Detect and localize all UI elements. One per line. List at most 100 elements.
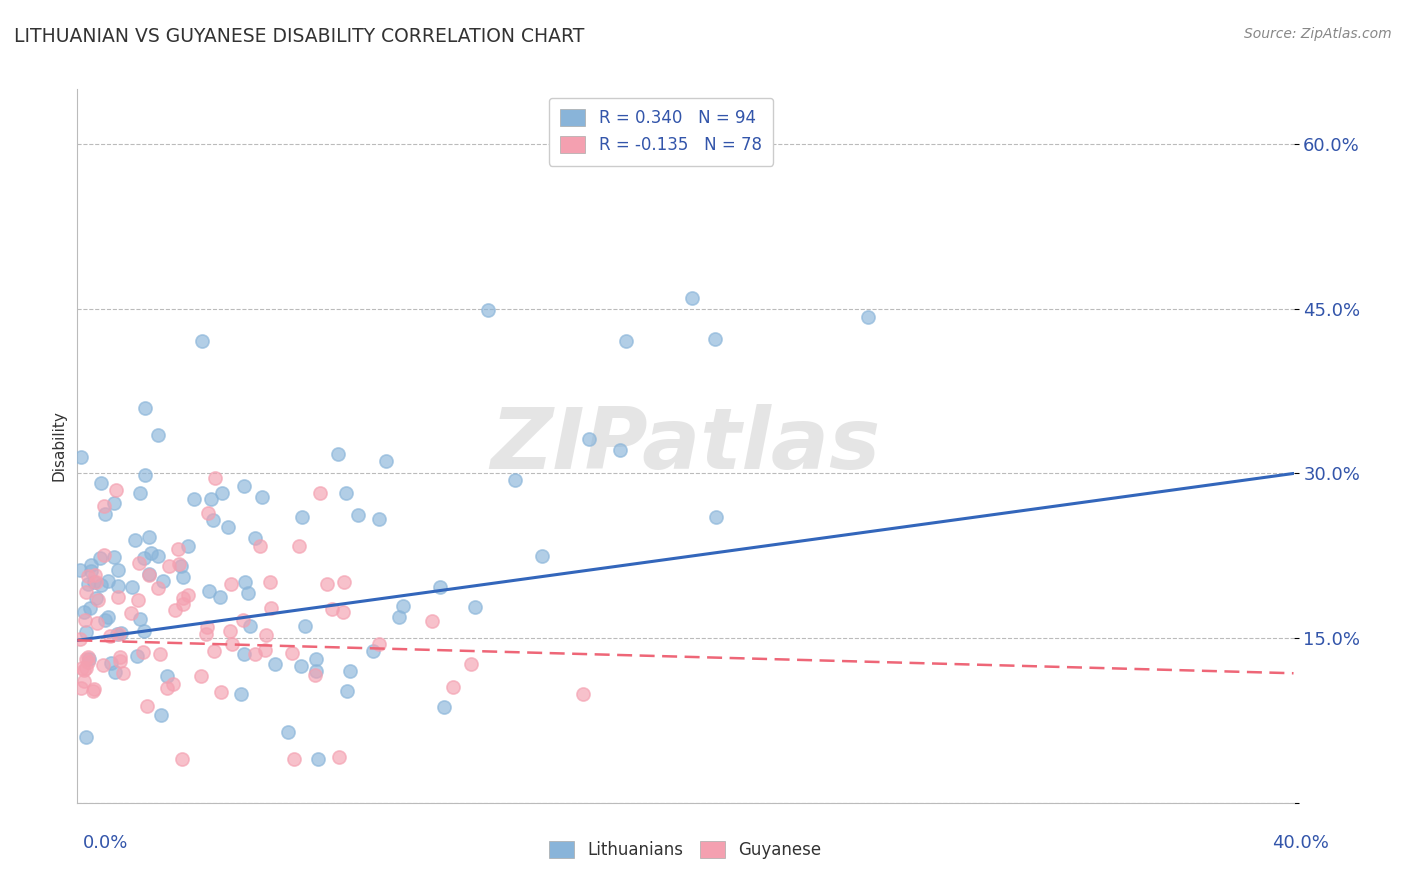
- Point: [304, 664, 326, 678]
- Point: [156, 669, 179, 683]
- Point: [856, 310, 879, 325]
- Point: [104, 665, 127, 679]
- Point: [107, 579, 129, 593]
- Point: [194, 626, 217, 640]
- Point: [221, 637, 243, 651]
- Point: [177, 588, 200, 602]
- Point: [128, 556, 150, 570]
- Point: [316, 576, 339, 591]
- Point: [232, 613, 254, 627]
- Point: [578, 433, 600, 447]
- Text: 0.0%: 0.0%: [83, 834, 128, 852]
- Point: [84, 574, 107, 589]
- Point: [170, 752, 193, 766]
- Point: [477, 303, 499, 318]
- Point: [129, 485, 152, 500]
- Point: [97, 609, 120, 624]
- Point: [254, 643, 277, 657]
- Point: [232, 647, 254, 661]
- Point: [75, 585, 97, 599]
- Point: [76, 650, 98, 665]
- Point: [91, 657, 114, 672]
- Point: [198, 583, 221, 598]
- Point: [294, 619, 316, 633]
- Point: [90, 577, 112, 591]
- Point: [121, 581, 143, 595]
- Point: [108, 627, 131, 641]
- Point: [157, 559, 180, 574]
- Y-axis label: Disability: Disability: [51, 410, 66, 482]
- Point: [239, 619, 262, 633]
- Point: [77, 577, 100, 591]
- Point: [304, 668, 326, 682]
- Point: [232, 479, 254, 493]
- Point: [309, 486, 332, 500]
- Point: [132, 645, 155, 659]
- Point: [146, 581, 169, 595]
- Point: [233, 575, 256, 590]
- Point: [229, 687, 252, 701]
- Point: [392, 599, 415, 613]
- Point: [120, 606, 142, 620]
- Point: [367, 637, 389, 651]
- Point: [73, 605, 96, 619]
- Point: [111, 666, 134, 681]
- Point: [209, 590, 232, 604]
- Point: [105, 483, 128, 497]
- Point: [162, 677, 184, 691]
- Point: [83, 681, 105, 696]
- Point: [281, 646, 304, 660]
- Point: [183, 491, 205, 506]
- Point: [252, 491, 274, 505]
- Point: [211, 486, 233, 500]
- Point: [132, 624, 155, 639]
- Point: [433, 700, 456, 714]
- Point: [169, 558, 191, 573]
- Point: [69, 563, 91, 577]
- Point: [80, 558, 103, 572]
- Point: [98, 629, 121, 643]
- Point: [204, 471, 226, 485]
- Point: [277, 724, 299, 739]
- Point: [217, 520, 239, 534]
- Point: [243, 647, 266, 661]
- Point: [93, 500, 115, 514]
- Point: [87, 593, 110, 607]
- Point: [441, 681, 464, 695]
- Point: [249, 540, 271, 554]
- Point: [77, 569, 100, 583]
- Point: [152, 574, 174, 589]
- Point: [321, 602, 343, 616]
- Point: [328, 447, 350, 461]
- Point: [367, 512, 389, 526]
- Point: [75, 660, 97, 674]
- Point: [138, 567, 160, 582]
- Point: [80, 564, 103, 578]
- Point: [283, 752, 305, 766]
- Point: [328, 749, 350, 764]
- Point: [264, 657, 287, 672]
- Point: [149, 648, 172, 662]
- Point: [177, 539, 200, 553]
- Point: [83, 575, 105, 590]
- Point: [110, 649, 132, 664]
- Point: [681, 291, 703, 305]
- Point: [616, 334, 638, 348]
- Point: [287, 540, 309, 554]
- Point: [89, 551, 111, 566]
- Point: [149, 707, 172, 722]
- Point: [93, 548, 115, 562]
- Point: [75, 731, 97, 745]
- Point: [209, 685, 232, 699]
- Point: [339, 665, 361, 679]
- Point: [202, 644, 225, 658]
- Point: [706, 509, 728, 524]
- Point: [156, 681, 179, 696]
- Point: [82, 684, 104, 698]
- Point: [388, 610, 411, 624]
- Point: [236, 586, 259, 600]
- Point: [134, 468, 156, 483]
- Point: [79, 600, 101, 615]
- Point: [172, 591, 194, 606]
- Point: [129, 612, 152, 626]
